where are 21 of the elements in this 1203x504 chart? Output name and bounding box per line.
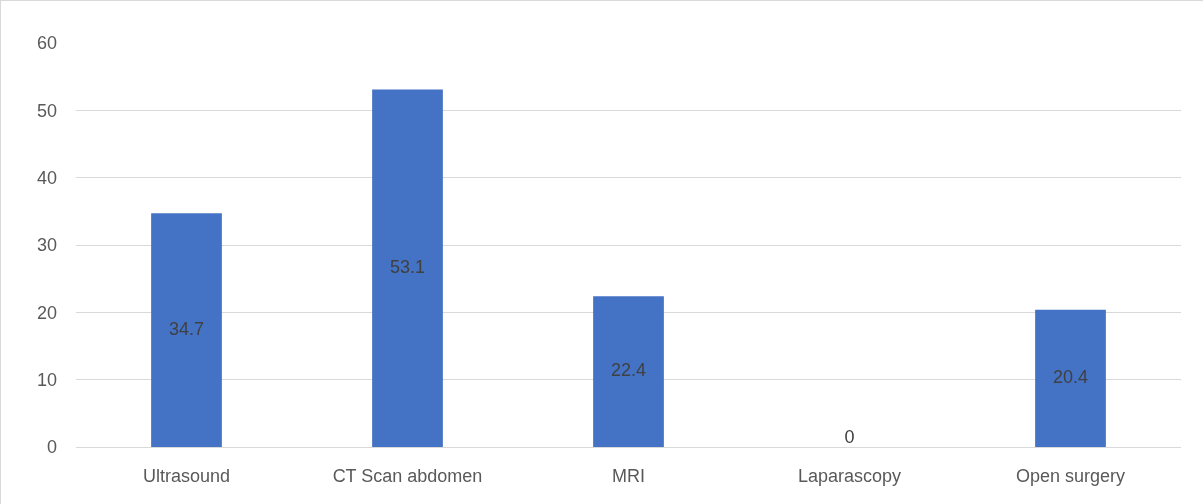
y-tick-label: 40 <box>36 167 57 188</box>
y-tick-label: 10 <box>36 369 57 390</box>
y-tick-label: 30 <box>36 235 57 256</box>
data-label: 53.1 <box>389 256 426 277</box>
x-tick-label: Open surgery <box>1015 465 1126 486</box>
y-tick-label: 0 <box>46 437 57 458</box>
data-label: 34.7 <box>168 318 205 339</box>
y-tick-label: 20 <box>36 302 57 323</box>
x-tick-label: Laparascopy <box>797 465 902 486</box>
data-label: 20.4 <box>1052 366 1089 387</box>
x-tick-label: MRI <box>612 465 645 486</box>
data-label: 0 <box>844 426 855 447</box>
bar <box>151 213 222 447</box>
x-tick-label: CT Scan abdomen <box>332 465 483 486</box>
x-tick-label: Ultrasound <box>142 465 231 486</box>
bar <box>1035 309 1106 447</box>
y-tick-label: 60 <box>36 33 57 54</box>
data-label: 22.4 <box>610 360 647 381</box>
bar <box>372 89 443 447</box>
y-tick-label: 50 <box>36 100 57 121</box>
bar <box>593 296 664 447</box>
